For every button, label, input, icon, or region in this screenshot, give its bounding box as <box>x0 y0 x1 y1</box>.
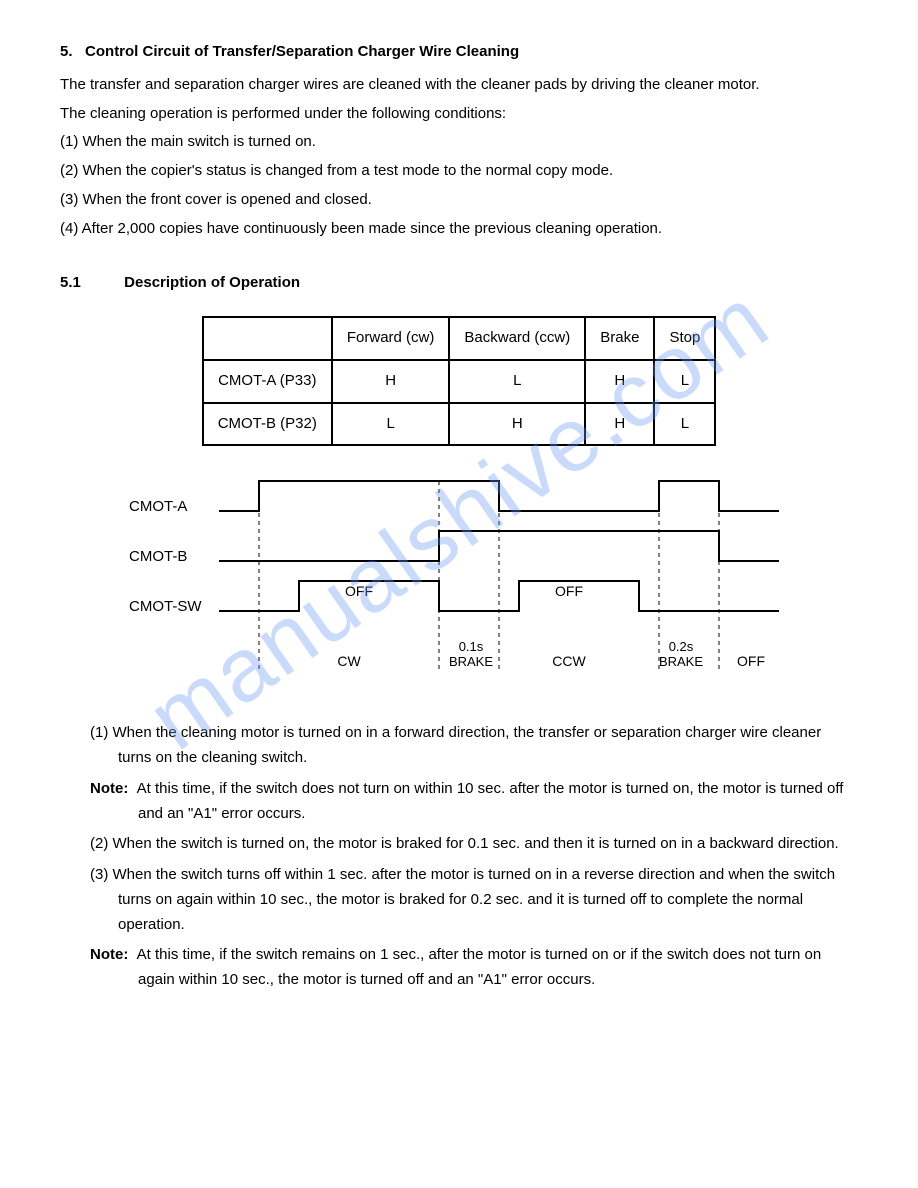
condition-1: (1) When the main switch is turned on. <box>60 130 858 155</box>
note-label: Note: <box>90 946 128 963</box>
condition-4: (4) After 2,000 copies have continuously… <box>60 217 858 242</box>
subsection-title: Description of Operation <box>124 274 300 291</box>
table-row-label-a: CMOT-A (P33) <box>203 360 332 403</box>
phase-ccw: CCW <box>552 653 586 669</box>
table-cell: L <box>332 403 450 446</box>
section-heading: 5. Control Circuit of Transfer/Separatio… <box>60 40 858 65</box>
intro-text-1: The transfer and separation charger wire… <box>60 73 858 98</box>
section-number: 5. <box>60 43 73 60</box>
desc-1: (1) When the cleaning motor is turned on… <box>60 721 858 771</box>
desc-note-2: Note: At this time, if the switch remain… <box>60 943 858 993</box>
sw-off-1: OFF <box>345 583 373 599</box>
table-cell: H <box>585 403 654 446</box>
table-cell: L <box>654 403 715 446</box>
phase-off: OFF <box>737 653 765 669</box>
note-text-1: At this time, if the switch does not tur… <box>137 780 844 822</box>
signal-sw-label: CMOT-SW <box>129 598 202 615</box>
phase-brake2-time: 0.2s <box>669 639 694 654</box>
phase-cw: CW <box>337 653 361 669</box>
table-header-blank <box>203 317 332 360</box>
desc-2: (2) When the switch is turned on, the mo… <box>60 832 858 857</box>
table-cell: H <box>332 360 450 403</box>
motor-logic-table: Forward (cw) Backward (ccw) Brake Stop C… <box>202 316 717 446</box>
phase-brake1-time: 0.1s <box>459 639 484 654</box>
subsection-heading: 5.1 Description of Operation <box>60 271 858 296</box>
timing-diagram: CMOT-A CMOT-B CMOT-SW OFF OFF CW 0.1s BR… <box>119 471 799 691</box>
signal-a-label: CMOT-A <box>129 498 187 515</box>
table-row: CMOT-A (P33) H L H L <box>203 360 716 403</box>
table-cell: L <box>449 360 585 403</box>
table-cell: H <box>585 360 654 403</box>
table-header-brake: Brake <box>585 317 654 360</box>
table-row-label-b: CMOT-B (P32) <box>203 403 332 446</box>
sw-off-2: OFF <box>555 583 583 599</box>
subsection-number: 5.1 <box>60 271 120 296</box>
table-cell: H <box>449 403 585 446</box>
phase-brake1: BRAKE <box>449 654 493 669</box>
table-cell: L <box>654 360 715 403</box>
table-header-backward: Backward (ccw) <box>449 317 585 360</box>
table-header-stop: Stop <box>654 317 715 360</box>
conditions-list: (1) When the main switch is turned on. (… <box>60 130 858 241</box>
condition-3: (3) When the front cover is opened and c… <box>60 188 858 213</box>
condition-2: (2) When the copier's status is changed … <box>60 159 858 184</box>
desc-note-1: Note: At this time, if the switch does n… <box>60 777 858 827</box>
note-text-2: At this time, if the switch remains on 1… <box>137 946 822 988</box>
table-header-forward: Forward (cw) <box>332 317 450 360</box>
signal-b-label: CMOT-B <box>129 548 187 565</box>
desc-3: (3) When the switch turns off within 1 s… <box>60 863 858 937</box>
intro-text-2: The cleaning operation is performed unde… <box>60 102 858 127</box>
phase-brake2: BRAKE <box>659 654 703 669</box>
section-title: Control Circuit of Transfer/Separation C… <box>85 43 519 60</box>
description-block: (1) When the cleaning motor is turned on… <box>60 721 858 993</box>
note-label: Note: <box>90 780 128 797</box>
table-row: CMOT-B (P32) L H H L <box>203 403 716 446</box>
